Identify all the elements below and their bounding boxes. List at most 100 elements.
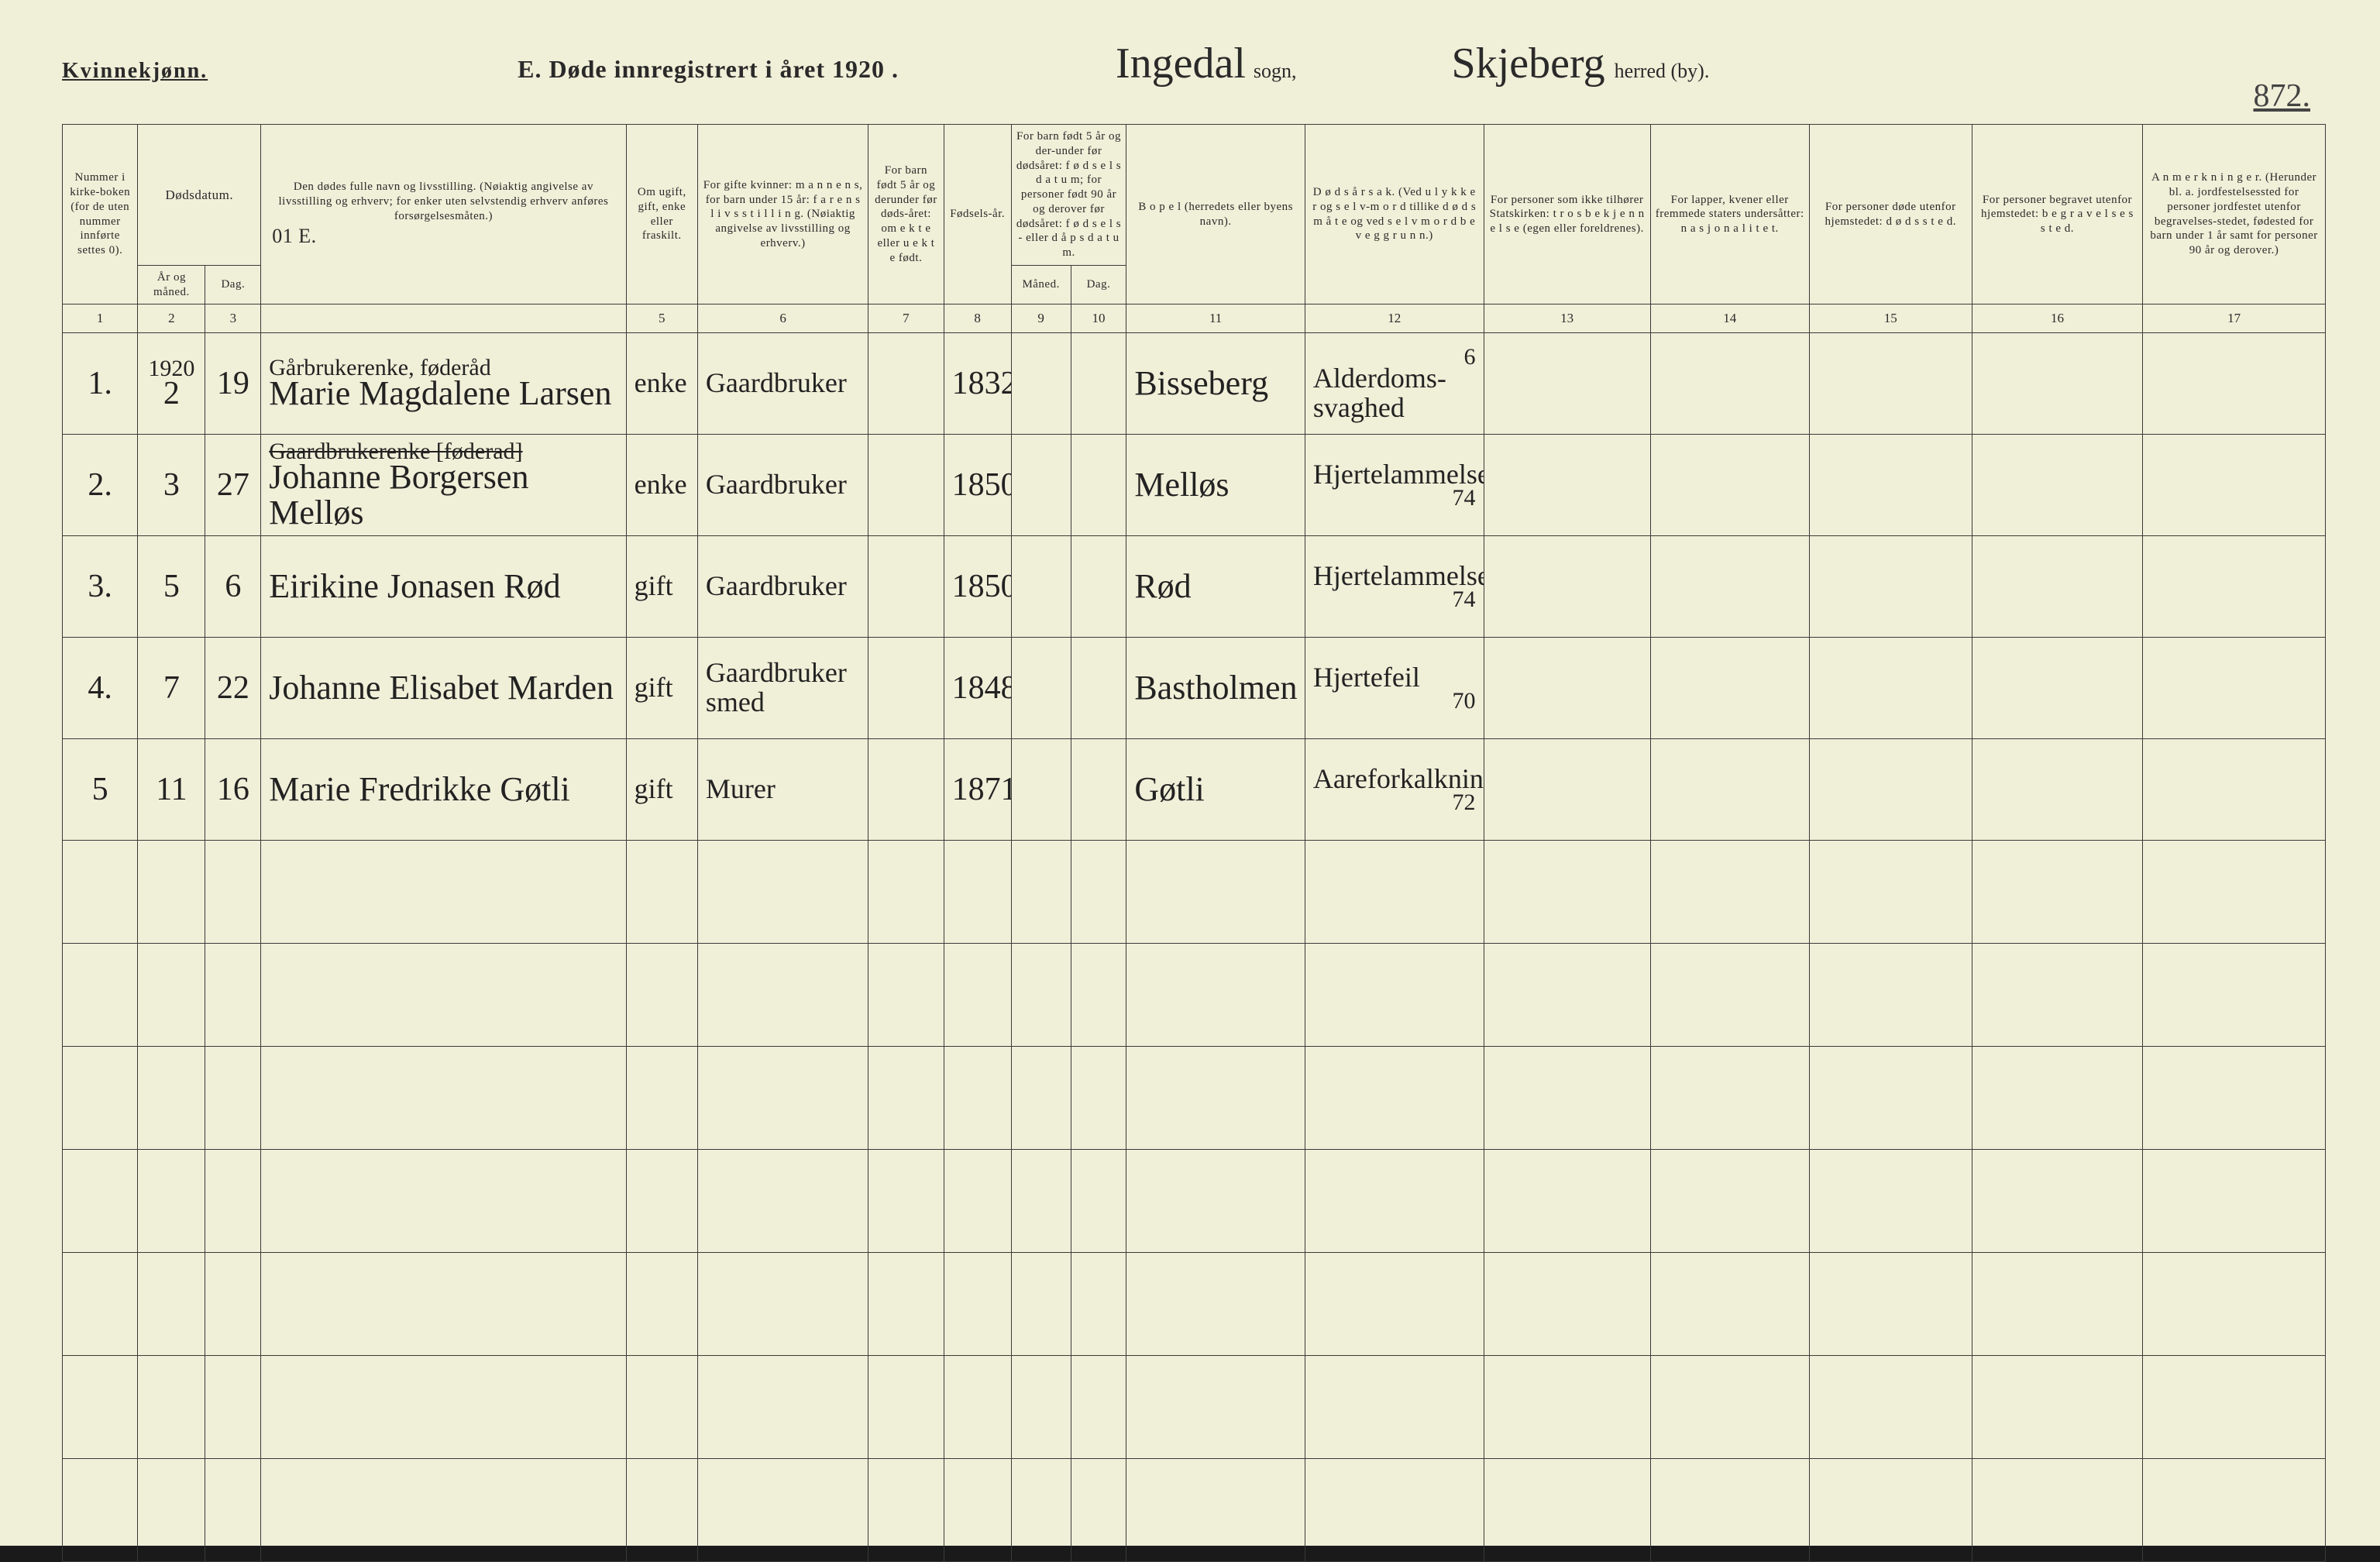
- cell-empty: [1126, 1150, 1305, 1253]
- cell: [1972, 536, 2142, 638]
- cell: [1484, 739, 1650, 841]
- cell-empty: [1305, 1150, 1484, 1253]
- cell: [1011, 435, 1071, 536]
- cell-empty: [697, 1047, 868, 1150]
- cell-empty: [1650, 1356, 1809, 1459]
- cell-empty: [868, 1047, 944, 1150]
- ledger-page: Kvinnekjønn. E. Døde innregistrert i åre…: [0, 0, 2380, 1546]
- cell-empty: [1126, 944, 1305, 1047]
- cell-empty: [1305, 1459, 1484, 1562]
- cell-empty: [1305, 1253, 1484, 1356]
- col-header-12: D ø d s å r s a k. (Ved u l y k k e r og…: [1305, 125, 1484, 304]
- cell-empty: [1650, 1459, 1809, 1562]
- cell-empty: [1126, 1253, 1305, 1356]
- cell: 2.: [63, 435, 138, 536]
- page-header: Kvinnekjønn. E. Døde innregistrert i åre…: [62, 39, 2326, 101]
- cell-empty: [697, 841, 868, 944]
- cell: [1071, 638, 1126, 739]
- column-number: 3: [205, 304, 261, 333]
- cell-empty: [205, 1356, 261, 1459]
- cell-empty: [63, 1253, 138, 1356]
- cell-empty: [2143, 1047, 2326, 1150]
- cell: [2143, 435, 2326, 536]
- cell-empty: [2143, 1459, 2326, 1562]
- cell-empty: [205, 1459, 261, 1562]
- cell-empty: [1650, 1150, 1809, 1253]
- cell: [1011, 739, 1071, 841]
- col-header-5: Om ugift, gift, enke eller fraskilt.: [626, 125, 697, 304]
- cell-empty: [205, 1253, 261, 1356]
- register-title: E. Døde innregistrert i året 1920 .: [518, 55, 899, 84]
- cell-empty: [868, 1459, 944, 1562]
- cell: 7: [138, 638, 205, 739]
- cell-empty: [626, 1047, 697, 1150]
- cell-empty: [1071, 1253, 1126, 1356]
- cell-empty: [1484, 1150, 1650, 1253]
- cell-empty: [261, 841, 626, 944]
- column-number: 12: [1305, 304, 1484, 333]
- cell: [1650, 333, 1809, 435]
- cell: 1871: [944, 739, 1011, 841]
- column-number: 14: [1650, 304, 1809, 333]
- column-number: 5: [626, 304, 697, 333]
- cell-empty: [261, 1356, 626, 1459]
- col-header-11: B o p e l (herredets eller byens navn).: [1126, 125, 1305, 304]
- cell: 5: [138, 536, 205, 638]
- cell-empty: [63, 944, 138, 1047]
- col-header-birthdate: For barn født 5 år og der-under før døds…: [1011, 125, 1126, 266]
- page-number: 872.: [2254, 77, 2311, 115]
- cell: [1484, 536, 1650, 638]
- cell-empty: [1972, 1047, 2142, 1150]
- cell-empty: [944, 1253, 1011, 1356]
- cell: Gaardbrukerenke [føderad]Johanne Borgers…: [261, 435, 626, 536]
- column-number: 7: [868, 304, 944, 333]
- cell-empty: [1650, 841, 1809, 944]
- cell-empty: [697, 1150, 868, 1253]
- col-header-4-text: Den dødes fulle navn og livsstilling. (N…: [279, 181, 609, 222]
- cell-empty: [205, 1047, 261, 1150]
- cell: 16: [205, 739, 261, 841]
- table-row-empty: [63, 1150, 2326, 1253]
- cell-empty: [63, 1356, 138, 1459]
- cell-empty: [205, 1150, 261, 1253]
- cell-empty: [63, 1047, 138, 1150]
- col-header-date: Dødsdatum.: [138, 125, 261, 266]
- cell-empty: [868, 1253, 944, 1356]
- cell-empty: [1484, 1253, 1650, 1356]
- col-header-15: For personer døde utenfor hjemstedet: d …: [1809, 125, 1972, 304]
- cell-empty: [944, 1047, 1011, 1150]
- cell-empty: [697, 1356, 868, 1459]
- cell: Eirikine Jonasen Rød: [261, 536, 626, 638]
- cell: [1071, 435, 1126, 536]
- cell: enke: [626, 435, 697, 536]
- cell-empty: [868, 841, 944, 944]
- cell-empty: [1011, 1047, 1071, 1150]
- cell: Hjertelammelse74: [1305, 536, 1484, 638]
- cell: [1650, 536, 1809, 638]
- cell-empty: [1484, 841, 1650, 944]
- table-row: 51116Marie Fredrikke GøtligiftMurer1871G…: [63, 739, 2326, 841]
- cell: [1650, 435, 1809, 536]
- cell: Gaardbruker: [697, 333, 868, 435]
- cell: 6: [205, 536, 261, 638]
- column-number: [261, 304, 626, 333]
- cell: 3: [138, 435, 205, 536]
- herred-label: herred (by).: [1615, 60, 1710, 83]
- cell: Gårbrukerenke, føderådMarie Magdalene La…: [261, 333, 626, 435]
- cell-empty: [138, 1459, 205, 1562]
- cell: Gaardbruker smed: [697, 638, 868, 739]
- cell: [868, 536, 944, 638]
- cell: Gaardbruker: [697, 536, 868, 638]
- cell: [1809, 739, 1972, 841]
- table-header: Nummer i kirke-boken (for de uten nummer…: [63, 125, 2326, 304]
- col-header-9: Måned.: [1011, 265, 1071, 304]
- cell: [1071, 536, 1126, 638]
- table-row: 4.722Johanne Elisabet MardengiftGaardbru…: [63, 638, 2326, 739]
- cell-empty: [1011, 1356, 1071, 1459]
- table-row-empty: [63, 1047, 2326, 1150]
- cell: [1809, 333, 1972, 435]
- cell-empty: [63, 841, 138, 944]
- cell: [1972, 638, 2142, 739]
- cell: Aareforkalkning72: [1305, 739, 1484, 841]
- cell-empty: [1126, 1459, 1305, 1562]
